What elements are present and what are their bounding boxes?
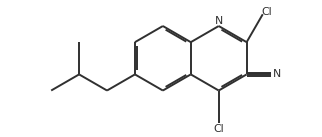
Text: Cl: Cl bbox=[213, 124, 224, 134]
Text: N: N bbox=[214, 16, 223, 26]
Text: Cl: Cl bbox=[261, 7, 272, 17]
Text: N: N bbox=[272, 69, 281, 79]
